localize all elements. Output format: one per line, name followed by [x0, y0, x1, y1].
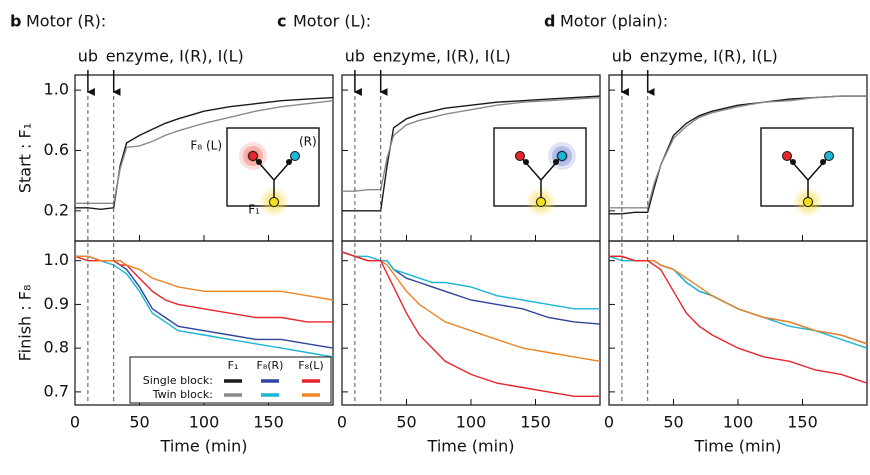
inset-label: (R)	[299, 135, 317, 149]
x-tick-label: 50	[396, 413, 416, 432]
panel-letter: d	[544, 12, 555, 31]
event-label: enzyme, I(R), I(L)	[640, 47, 778, 66]
y-tick-label: 1.0	[44, 80, 69, 99]
trace	[609, 95, 867, 215]
trace	[342, 95, 601, 212]
legend-column: F₈(L)	[298, 359, 323, 372]
inset-dot	[523, 159, 529, 165]
x-tick-label: 100	[456, 413, 487, 432]
trace	[342, 96, 601, 192]
x-tick-label: 0	[337, 413, 347, 432]
node-bottom	[803, 197, 813, 207]
x-tick-label: 50	[129, 413, 149, 432]
node-bottom	[536, 197, 546, 207]
legend-row-label: Single block:	[143, 374, 213, 387]
x-tick-label: 50	[663, 413, 683, 432]
x-tick-label: 100	[189, 413, 220, 432]
event-label: ub	[345, 47, 365, 66]
inset-frame	[226, 127, 320, 207]
inset-arm	[273, 155, 296, 181]
x-tick-label: 150	[787, 413, 818, 432]
inset-arm	[807, 155, 830, 181]
x-tick-label: 100	[723, 413, 754, 432]
event-label: ub	[612, 47, 632, 66]
y-axis-label: Finish : F₈	[16, 285, 35, 362]
inset-arm	[786, 155, 809, 181]
event-label: ub	[78, 47, 98, 66]
legend-row-label: Twin block:	[152, 388, 213, 401]
trace	[609, 255, 868, 384]
x-tick-label: 0	[70, 413, 80, 432]
node-left	[515, 151, 525, 161]
x-axis-label: Time (min)	[160, 437, 248, 456]
event-label: enzyme, I(R), I(L)	[373, 47, 511, 66]
inset-frame	[493, 127, 587, 207]
node-right	[557, 151, 567, 161]
x-tick-label: 150	[520, 413, 551, 432]
inset-frame	[760, 127, 854, 207]
legend-column: F₁	[228, 359, 239, 372]
inset-dot	[286, 159, 292, 165]
x-tick-label: 0	[604, 413, 614, 432]
inset-arm	[540, 155, 563, 181]
panel-letter: c	[277, 12, 286, 31]
inset-dot	[553, 159, 559, 165]
x-axis-label: Time (min)	[694, 437, 782, 456]
trace	[75, 100, 334, 205]
inset-dot	[256, 159, 262, 165]
y-tick-label: 0.7	[44, 381, 69, 400]
y-axis-label: Start : F₁	[16, 123, 35, 193]
legend-column: F₈(R)	[257, 359, 284, 372]
event-label: enzyme, I(R), I(L)	[106, 47, 244, 66]
panel-title: Motor (R):	[26, 12, 106, 31]
panel-title: Motor (L):	[293, 12, 371, 31]
node-right	[824, 151, 834, 161]
trace	[609, 95, 867, 209]
node-left	[782, 151, 792, 161]
x-tick-label: 150	[253, 413, 284, 432]
node-left	[248, 151, 258, 161]
trace	[75, 255, 334, 301]
inset-label: F₈ (L)	[190, 139, 222, 153]
y-tick-label: 0.2	[44, 200, 69, 219]
inset-dot	[820, 159, 826, 165]
inset-arm	[252, 155, 275, 181]
trace	[75, 96, 334, 211]
y-tick-label: 0.8	[44, 338, 69, 357]
node-bottom	[269, 197, 279, 207]
node-right	[290, 151, 300, 161]
y-tick-label: 0.6	[44, 140, 69, 159]
trace	[341, 251, 600, 310]
y-tick-label: 1.0	[44, 250, 69, 269]
inset-arm	[519, 155, 542, 181]
trace	[341, 251, 600, 397]
panel-letter: b	[10, 12, 21, 31]
panel-title: Motor (plain):	[560, 12, 668, 31]
trace	[75, 255, 334, 358]
inset-dot	[790, 159, 796, 165]
inset-label: F₁	[248, 203, 260, 217]
y-tick-label: 0.9	[44, 294, 69, 313]
x-axis-label: Time (min)	[427, 437, 515, 456]
